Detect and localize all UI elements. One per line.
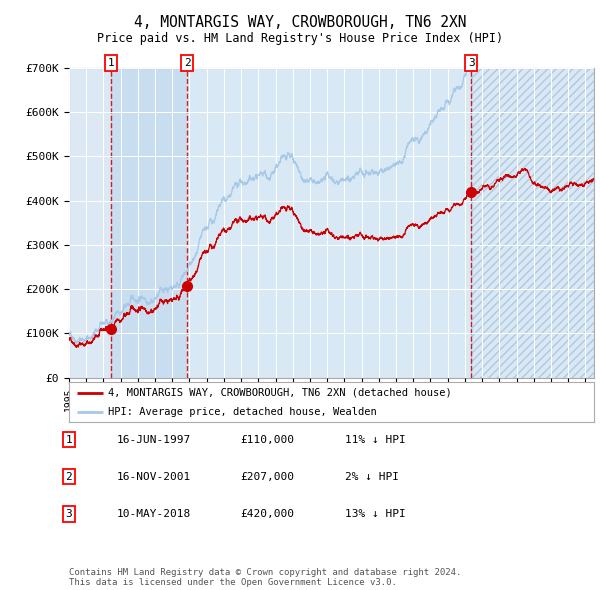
Text: 3: 3 bbox=[468, 58, 475, 68]
Text: 1: 1 bbox=[108, 58, 115, 68]
Text: Contains HM Land Registry data © Crown copyright and database right 2024.
This d: Contains HM Land Registry data © Crown c… bbox=[69, 568, 461, 587]
Bar bbox=[112, 68, 187, 378]
Text: 3: 3 bbox=[65, 509, 73, 519]
Text: 10-MAY-2018: 10-MAY-2018 bbox=[117, 509, 191, 519]
Bar bbox=[187, 68, 471, 378]
Text: 16-JUN-1997: 16-JUN-1997 bbox=[117, 435, 191, 444]
Text: Price paid vs. HM Land Registry's House Price Index (HPI): Price paid vs. HM Land Registry's House … bbox=[97, 32, 503, 45]
Text: 13% ↓ HPI: 13% ↓ HPI bbox=[345, 509, 406, 519]
Text: £207,000: £207,000 bbox=[240, 472, 294, 481]
Text: 1: 1 bbox=[65, 435, 73, 444]
Text: 11% ↓ HPI: 11% ↓ HPI bbox=[345, 435, 406, 444]
Text: £420,000: £420,000 bbox=[240, 509, 294, 519]
Text: HPI: Average price, detached house, Wealden: HPI: Average price, detached house, Weal… bbox=[109, 407, 377, 417]
Bar bbox=[471, 68, 594, 378]
Text: 16-NOV-2001: 16-NOV-2001 bbox=[117, 472, 191, 481]
Text: 4, MONTARGIS WAY, CROWBOROUGH, TN6 2XN (detached house): 4, MONTARGIS WAY, CROWBOROUGH, TN6 2XN (… bbox=[109, 388, 452, 398]
Text: 4, MONTARGIS WAY, CROWBOROUGH, TN6 2XN: 4, MONTARGIS WAY, CROWBOROUGH, TN6 2XN bbox=[134, 15, 466, 30]
Text: £110,000: £110,000 bbox=[240, 435, 294, 444]
Text: 2% ↓ HPI: 2% ↓ HPI bbox=[345, 472, 399, 481]
Text: 2: 2 bbox=[65, 472, 73, 481]
Text: 2: 2 bbox=[184, 58, 191, 68]
